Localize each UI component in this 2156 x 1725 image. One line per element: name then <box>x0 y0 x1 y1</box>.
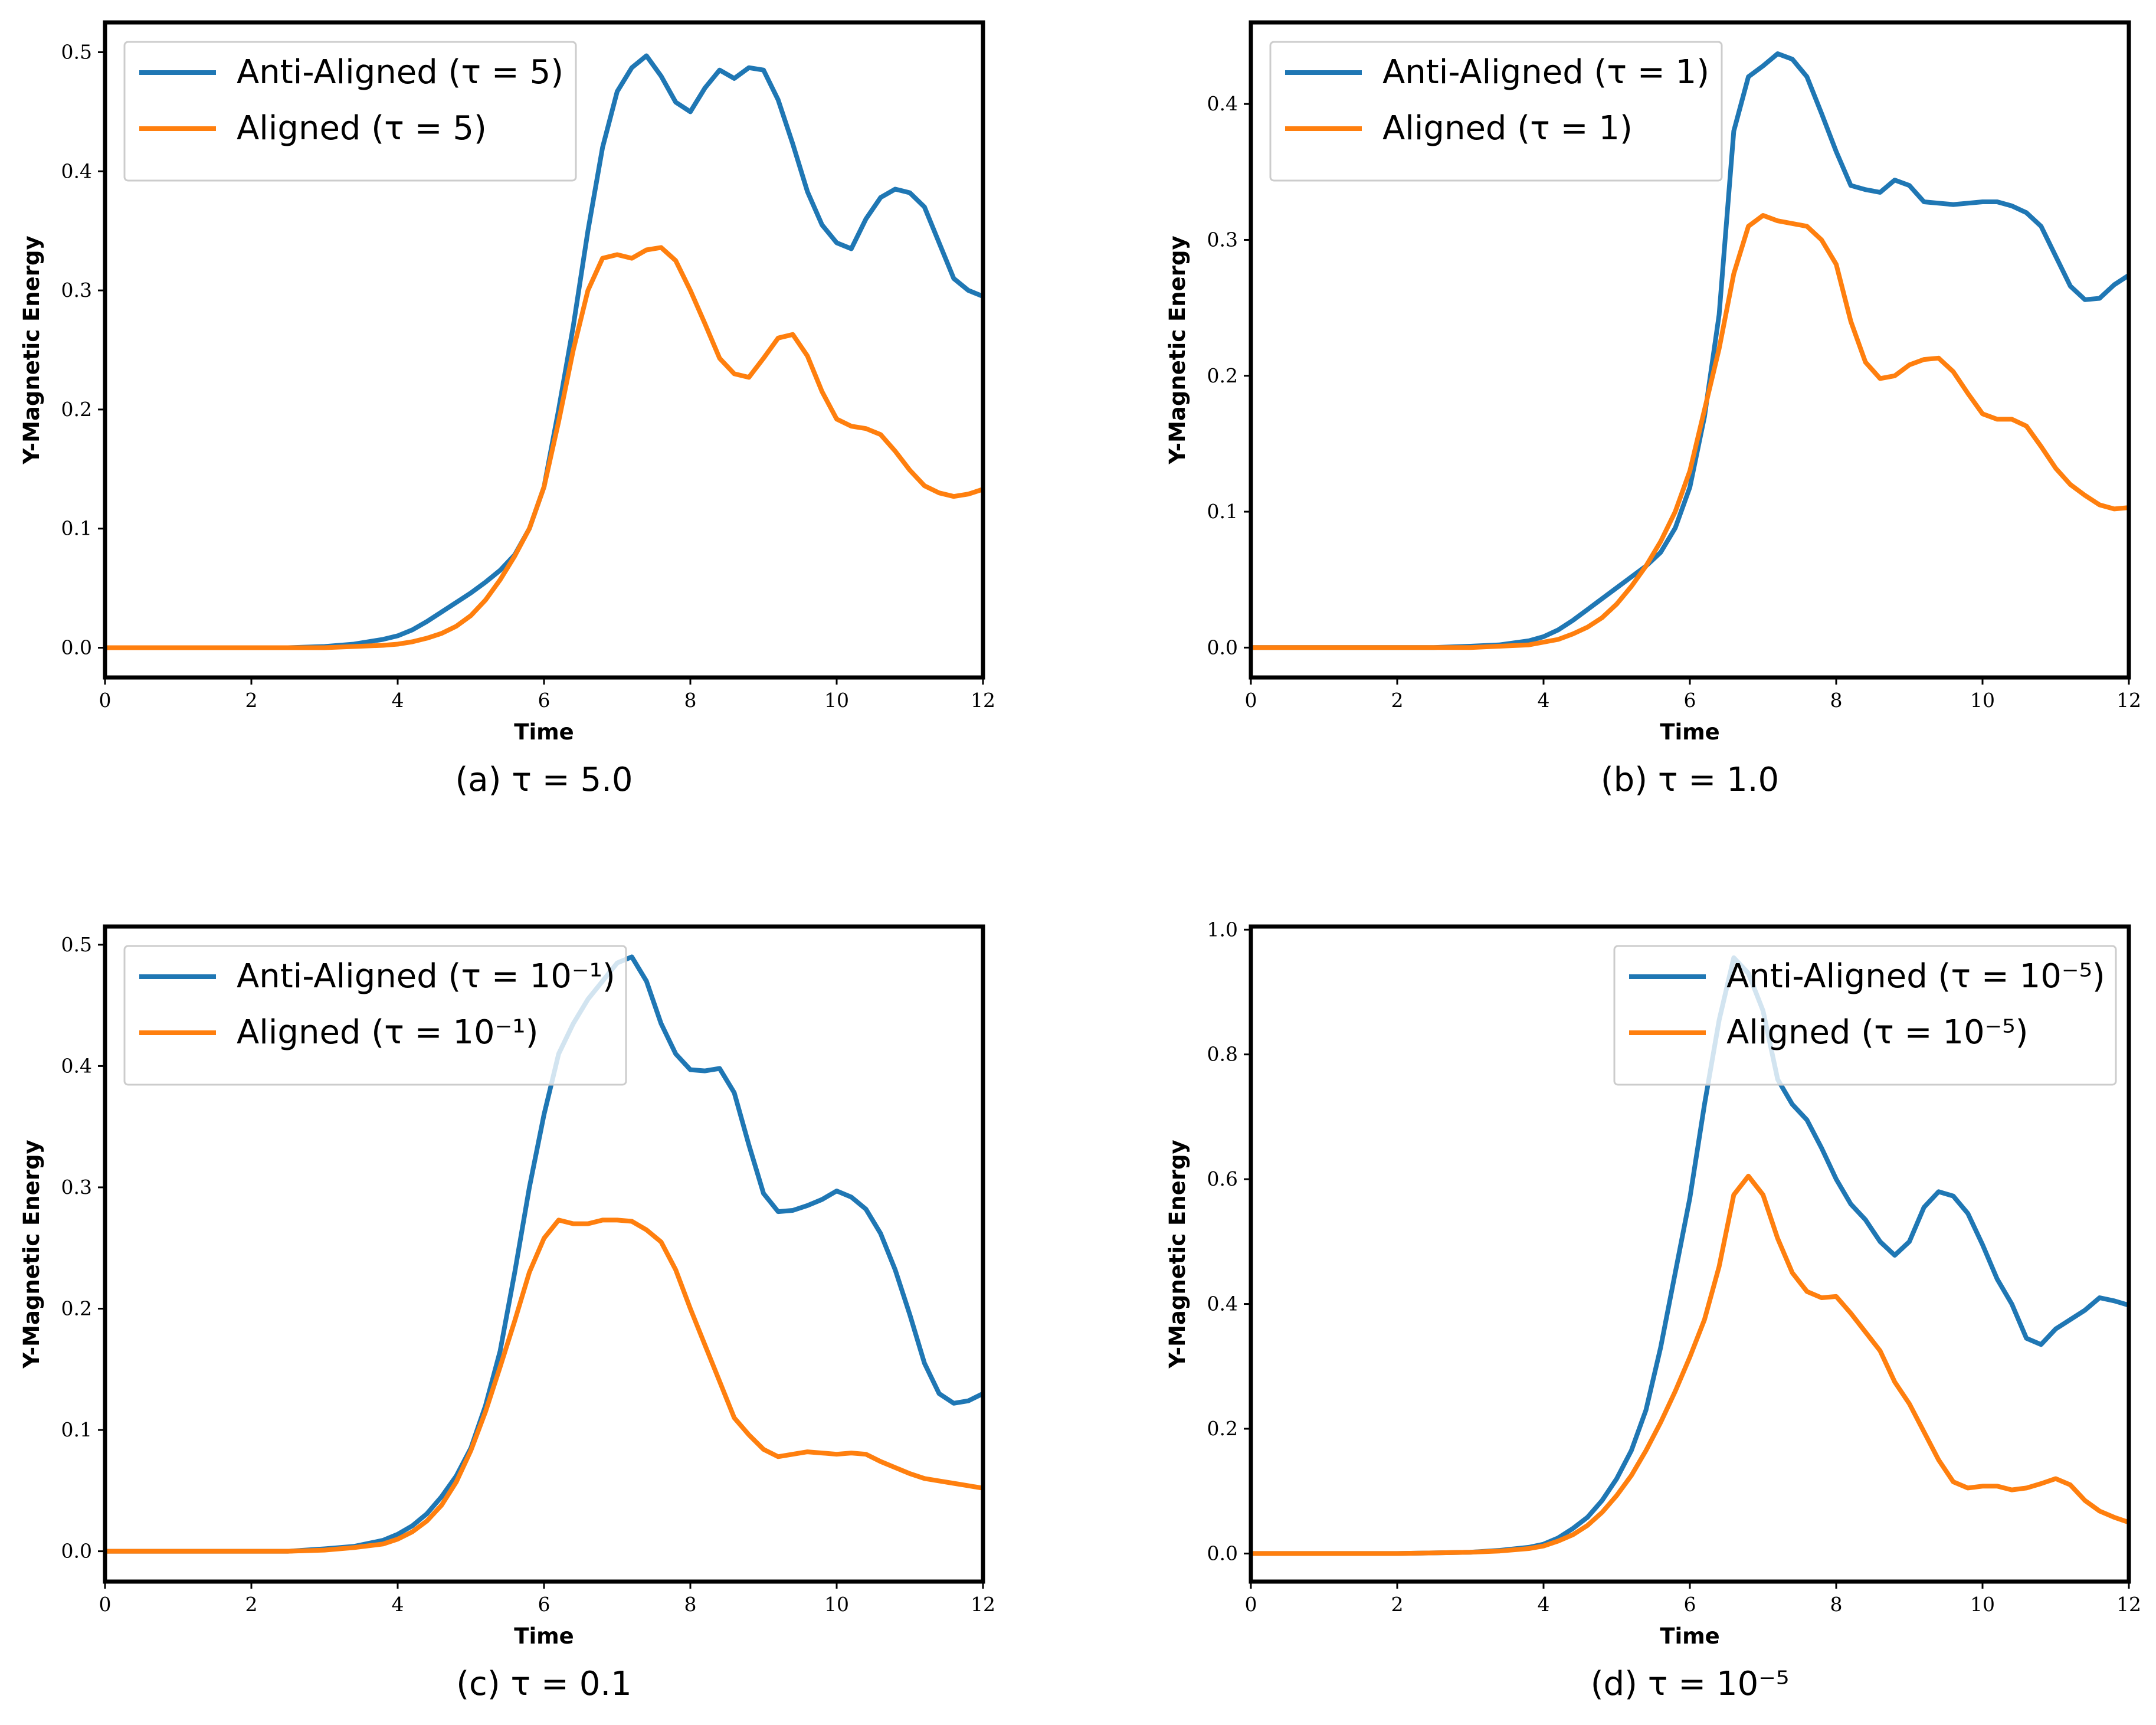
legend: Anti-Aligned (τ = 10⁻⁵) Aligned (τ = 10⁻⁵… <box>1613 945 2117 1086</box>
series-line-aligned <box>105 1217 983 1554</box>
y-tick-label: 0.0 <box>61 636 92 659</box>
y-tick-label: 0.1 <box>61 517 92 540</box>
series-line-aligned <box>1251 213 2129 650</box>
subfigure-caption: (b) τ = 1.0 <box>1601 761 1779 799</box>
x-tick-label: 8 <box>1830 1593 1843 1616</box>
legend-box <box>1269 41 1723 182</box>
y-tick-label: 0.1 <box>1207 500 1238 523</box>
subfigure-caption: (c) τ = 0.1 <box>456 1665 632 1703</box>
series-line-anti-aligned <box>105 53 983 650</box>
x-tick-label: 8 <box>684 689 697 712</box>
x-tick-label: 2 <box>1391 1593 1404 1616</box>
x-tick-label: 0 <box>99 689 112 712</box>
x-tick-label: 10 <box>1970 689 1995 712</box>
x-axis-label: Time <box>514 719 574 745</box>
y-tick-label: 0.4 <box>61 159 92 182</box>
x-tick-label: 10 <box>824 1593 849 1616</box>
legend-entry: Anti-Aligned (τ = 10⁻⁵) <box>1726 957 2105 996</box>
y-tick-label: 0.4 <box>1207 92 1238 115</box>
y-tick-label: 0.2 <box>1207 1417 1238 1440</box>
series-line-aligned <box>1251 1173 2129 1556</box>
x-tick-label: 0 <box>1245 689 1257 712</box>
legend: Anti-Aligned (τ = 10⁻¹) Aligned (τ = 10⁻¹… <box>123 945 627 1086</box>
series-line-aligned <box>105 245 983 650</box>
y-tick-label: 0.2 <box>61 398 92 421</box>
x-tick-label: 0 <box>1245 1593 1257 1616</box>
legend-entry: Aligned (τ = 10⁻¹) <box>237 1013 538 1052</box>
x-tick-label: 4 <box>1538 689 1550 712</box>
legend-entry: Aligned (τ = 5) <box>237 109 487 148</box>
y-axis-label: Y-Magnetic Energy <box>1165 235 1190 464</box>
legend-entry: Anti-Aligned (τ = 5) <box>237 53 563 91</box>
x-axis-label: Time <box>1660 1623 1720 1649</box>
y-tick-label: 0.4 <box>1207 1292 1238 1315</box>
x-tick-label: 2 <box>245 689 258 712</box>
x-tick-label: 10 <box>824 689 849 712</box>
series-line-anti-aligned <box>105 954 983 1554</box>
y-tick-label: 0.3 <box>61 1176 92 1199</box>
x-tick-label: 2 <box>1391 689 1404 712</box>
subfigure-caption: (d) τ = 10⁻⁵ <box>1591 1665 1790 1703</box>
x-tick-label: 4 <box>1538 1593 1550 1616</box>
y-tick-label: 0.5 <box>61 933 92 956</box>
y-tick-label: 0.3 <box>61 279 92 302</box>
x-tick-label: 8 <box>1830 689 1843 712</box>
series-line-anti-aligned <box>1251 955 2129 1556</box>
x-tick-label: 12 <box>2116 1593 2141 1616</box>
x-tick-label: 4 <box>392 689 404 712</box>
legend-entry: Anti-Aligned (τ = 1) <box>1382 53 1709 91</box>
x-tick-label: 0 <box>99 1593 112 1616</box>
y-axis-label: Y-Magnetic Energy <box>19 1140 44 1369</box>
chart-panel-2: 0 2 4 6 8 10 12 0.0 0.1 0.2 0.3 0.4 0.5 Time Y-Magneti… <box>19 924 995 1703</box>
x-tick-label: 4 <box>392 1593 404 1616</box>
chart-panel-0: 0 2 4 6 8 10 12 0.0 0.1 0.2 0.3 0.4 0.5 Time Y-Magneti… <box>19 20 995 799</box>
y-axis-label: Y-Magnetic Energy <box>19 235 44 464</box>
series-line-anti-aligned <box>1251 51 2129 650</box>
x-tick-label: 12 <box>971 689 995 712</box>
legend-entry: Aligned (τ = 1) <box>1382 109 1633 148</box>
chart-panel-3: 0 2 4 6 8 10 12 0.0 0.2 0.4 0.6 0.8 1.0 Time Y-Magneti… <box>1165 918 2141 1703</box>
y-tick-label: 1.0 <box>1207 918 1238 941</box>
legend-box <box>1613 945 2117 1086</box>
y-tick-label: 0.0 <box>1207 636 1238 659</box>
legend-entry: Anti-Aligned (τ = 10⁻¹) <box>237 957 615 996</box>
legend-entry: Aligned (τ = 10⁻⁵) <box>1726 1013 2028 1052</box>
x-axis-label: Time <box>514 1623 574 1649</box>
x-tick-label: 12 <box>2116 689 2141 712</box>
x-tick-label: 6 <box>1684 1593 1696 1616</box>
legend-box <box>123 945 627 1086</box>
x-tick-label: 8 <box>684 1593 697 1616</box>
y-tick-label: 0.6 <box>1207 1167 1238 1190</box>
y-tick-label: 0.2 <box>61 1297 92 1320</box>
x-tick-label: 6 <box>538 1593 551 1616</box>
chart-panel-1: 0 2 4 6 8 10 12 0.0 0.1 0.2 0.3 0.4 Time Y-Magnetic E… <box>1165 20 2141 799</box>
y-tick-label: 0.4 <box>61 1054 92 1077</box>
subfigure-caption: (a) τ = 5.0 <box>455 761 633 799</box>
x-axis-label: Time <box>1660 719 1720 745</box>
legend: Anti-Aligned (τ = 5) Aligned (τ = 5) <box>123 41 577 182</box>
x-tick-label: 10 <box>1970 1593 1995 1616</box>
legend-box <box>123 41 577 182</box>
x-tick-label: 2 <box>245 1593 258 1616</box>
y-tick-label: 0.0 <box>61 1540 92 1563</box>
y-tick-label: 0.3 <box>1207 228 1238 251</box>
x-tick-label: 12 <box>971 1593 995 1616</box>
y-tick-label: 0.1 <box>61 1418 92 1441</box>
legend: Anti-Aligned (τ = 1) Aligned (τ = 1) <box>1269 41 1723 182</box>
y-tick-label: 0.8 <box>1207 1043 1238 1066</box>
y-tick-label: 0.0 <box>1207 1541 1238 1564</box>
y-tick-label: 0.5 <box>61 40 92 63</box>
x-tick-label: 6 <box>538 689 551 712</box>
y-axis-label: Y-Magnetic Energy <box>1165 1140 1190 1369</box>
x-tick-label: 6 <box>1684 689 1696 712</box>
y-tick-label: 0.2 <box>1207 364 1238 387</box>
